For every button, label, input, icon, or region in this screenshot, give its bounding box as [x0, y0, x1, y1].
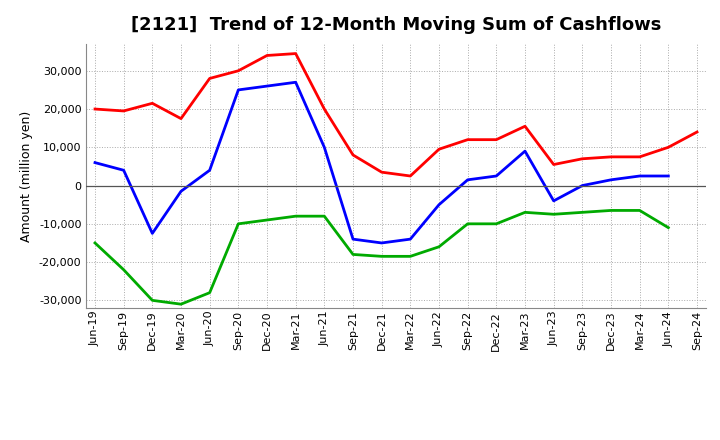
Operating Cashflow [406, 173, 415, 179]
Investing Cashflow [664, 225, 672, 230]
Free Cashflow [292, 80, 300, 85]
Operating Cashflow [664, 145, 672, 150]
Investing Cashflow [120, 267, 128, 272]
Investing Cashflow [292, 213, 300, 219]
Free Cashflow [635, 173, 644, 179]
Operating Cashflow [435, 147, 444, 152]
Operating Cashflow [464, 137, 472, 142]
Free Cashflow [205, 168, 214, 173]
Investing Cashflow [521, 210, 529, 215]
Free Cashflow [578, 183, 587, 188]
Operating Cashflow [320, 106, 328, 112]
Title: [2121]  Trend of 12-Month Moving Sum of Cashflows: [2121] Trend of 12-Month Moving Sum of C… [131, 16, 661, 34]
Free Cashflow [176, 189, 185, 194]
Investing Cashflow [205, 290, 214, 295]
Investing Cashflow [377, 254, 386, 259]
Free Cashflow [234, 87, 243, 92]
Operating Cashflow [607, 154, 616, 160]
Operating Cashflow [148, 101, 157, 106]
Operating Cashflow [120, 108, 128, 114]
Operating Cashflow [176, 116, 185, 121]
Operating Cashflow [348, 152, 357, 158]
Investing Cashflow [492, 221, 500, 227]
Operating Cashflow [91, 106, 99, 112]
Free Cashflow [91, 160, 99, 165]
Line: Operating Cashflow: Operating Cashflow [95, 54, 697, 176]
Operating Cashflow [263, 53, 271, 58]
Free Cashflow [120, 168, 128, 173]
Operating Cashflow [377, 169, 386, 175]
Line: Investing Cashflow: Investing Cashflow [95, 210, 668, 304]
Line: Free Cashflow: Free Cashflow [95, 82, 668, 243]
Operating Cashflow [492, 137, 500, 142]
Investing Cashflow [406, 254, 415, 259]
Investing Cashflow [91, 240, 99, 246]
Free Cashflow [148, 231, 157, 236]
Operating Cashflow [578, 156, 587, 161]
Investing Cashflow [176, 301, 185, 307]
Investing Cashflow [549, 212, 558, 217]
Investing Cashflow [234, 221, 243, 227]
Free Cashflow [464, 177, 472, 183]
Free Cashflow [377, 240, 386, 246]
Operating Cashflow [234, 68, 243, 73]
Investing Cashflow [263, 217, 271, 223]
Operating Cashflow [693, 129, 701, 135]
Investing Cashflow [578, 210, 587, 215]
Free Cashflow [664, 173, 672, 179]
Investing Cashflow [435, 244, 444, 249]
Free Cashflow [492, 173, 500, 179]
Operating Cashflow [549, 162, 558, 167]
Free Cashflow [320, 145, 328, 150]
Operating Cashflow [521, 124, 529, 129]
Free Cashflow [406, 236, 415, 242]
Free Cashflow [348, 236, 357, 242]
Free Cashflow [607, 177, 616, 183]
Investing Cashflow [348, 252, 357, 257]
Investing Cashflow [320, 213, 328, 219]
Investing Cashflow [464, 221, 472, 227]
Operating Cashflow [635, 154, 644, 160]
Investing Cashflow [635, 208, 644, 213]
Operating Cashflow [292, 51, 300, 56]
Free Cashflow [549, 198, 558, 204]
Investing Cashflow [607, 208, 616, 213]
Operating Cashflow [205, 76, 214, 81]
Investing Cashflow [148, 298, 157, 303]
Free Cashflow [263, 84, 271, 89]
Free Cashflow [435, 202, 444, 207]
Y-axis label: Amount (million yen): Amount (million yen) [20, 110, 33, 242]
Free Cashflow [521, 148, 529, 154]
